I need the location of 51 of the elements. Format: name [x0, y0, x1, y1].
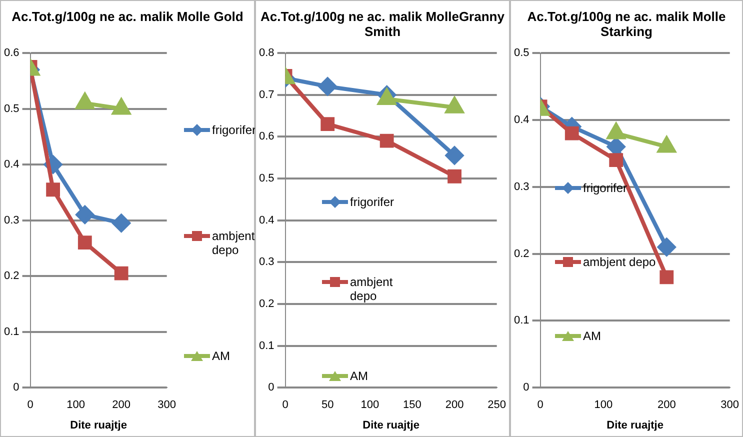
legend-label: ambjent depo — [212, 229, 256, 257]
y-tick-label: 0.1 — [258, 340, 274, 352]
legend-label: frigorifer — [583, 181, 628, 195]
y-tick-label: 0 — [523, 382, 530, 394]
x-axis-title: Dite ruajtje — [606, 419, 664, 432]
chart-title: Ac.Tot.g/100g ne ac. malik Molle Starking — [526, 8, 727, 41]
legend-label: frigorifer — [350, 195, 394, 209]
y-tick-label: 0.4 — [258, 214, 274, 226]
y-tick-label: 0.8 — [258, 47, 274, 60]
y-tick-label: 0.3 — [258, 256, 274, 268]
x-tick-label: 200 — [657, 399, 676, 412]
legend-label: AM — [350, 369, 368, 383]
y-tick-label: 0.6 — [4, 47, 20, 60]
x-tick-label: 50 — [321, 399, 334, 412]
y-tick-label: 0.2 — [258, 298, 274, 310]
y-tick-label: 0.1 — [514, 314, 530, 327]
y-tick-label: 0.5 — [258, 172, 274, 185]
x-tick-label: 0 — [27, 399, 34, 412]
y-tick-label: 0.7 — [258, 88, 274, 101]
x-axis-title: Dite ruajtje — [70, 419, 127, 432]
x-tick-label: 100 — [66, 399, 85, 412]
x-tick-label: 0 — [537, 399, 544, 412]
y-tick-label: 0.2 — [4, 270, 20, 282]
x-tick-label: 100 — [594, 399, 613, 412]
x-tick-label: 250 — [488, 399, 506, 412]
y-tick-label: 0.1 — [4, 326, 20, 338]
y-tick-label: 0.6 — [258, 130, 274, 143]
legend-label: ambjent depo — [583, 255, 656, 269]
y-tick-label: 0.5 — [4, 102, 20, 115]
y-tick-label: 0 — [13, 382, 20, 394]
x-tick-label: 300 — [158, 399, 176, 412]
y-tick-label: 0.5 — [514, 47, 530, 60]
x-tick-label: 100 — [360, 399, 380, 412]
x-tick-label: 0 — [282, 399, 288, 412]
y-tick-label: 0.3 — [4, 214, 20, 226]
y-tick-label: 0.4 — [514, 114, 530, 126]
y-tick-label: 0 — [268, 382, 274, 394]
y-tick-label: 0.3 — [514, 180, 530, 193]
x-axis-title: Dite ruajtje — [362, 419, 420, 432]
legend-label: AM — [583, 329, 601, 343]
x-tick-label: 300 — [720, 399, 740, 412]
y-tick-label: 0.4 — [4, 158, 20, 171]
x-tick-label: 200 — [445, 399, 464, 412]
x-tick-label: 200 — [112, 399, 130, 412]
chart-title: Ac.Tot.g/100g ne ac. malik MolleGranny Smith — [260, 8, 506, 41]
chart-title: Ac.Tot.g/100g ne ac. malik Molle Gold — [10, 8, 244, 26]
x-tick-label: 150 — [403, 399, 422, 412]
legend-label: AM — [212, 349, 230, 363]
legend-label: frigorifer — [212, 123, 256, 137]
legend-label: ambjent depo — [350, 275, 394, 303]
y-tick-label: 0.2 — [514, 248, 530, 260]
